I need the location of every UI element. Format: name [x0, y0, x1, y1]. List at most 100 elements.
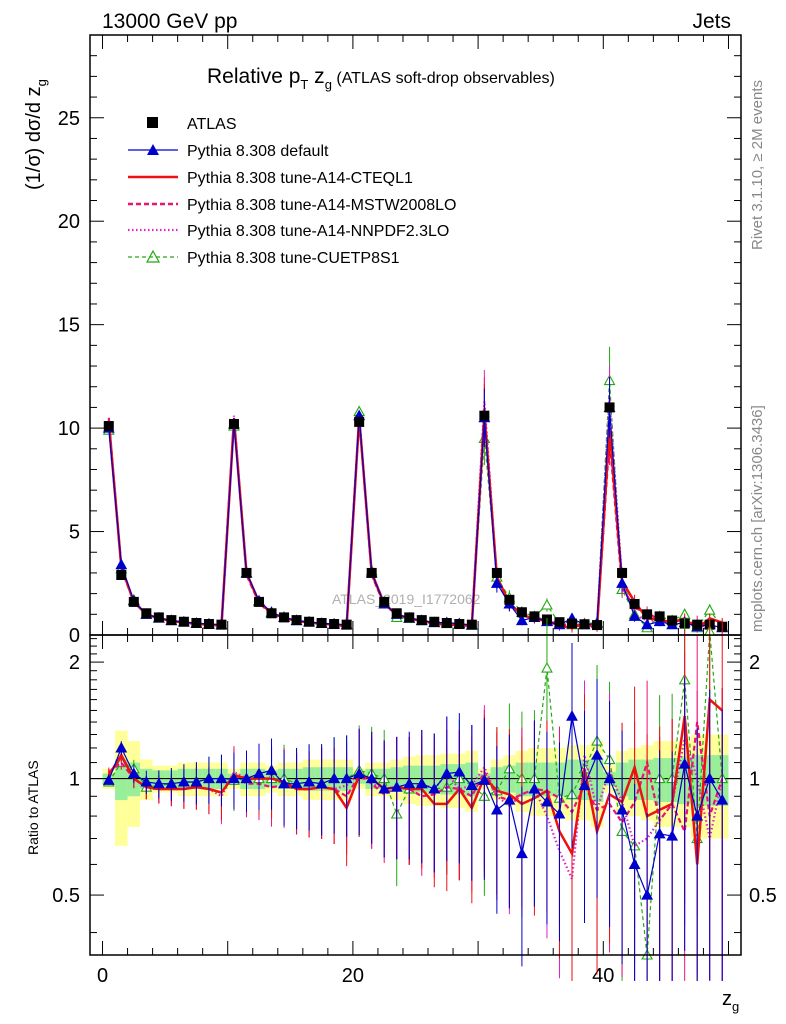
plot-title-pre: Relative p	[207, 65, 300, 88]
x-axis-label: zg	[722, 988, 739, 1014]
ratio-marker-default	[127, 767, 140, 779]
atlas-point	[366, 567, 377, 578]
ratio-marker-default	[328, 772, 341, 784]
plot-title: Relative pT zg (ATLAS soft-drop observab…	[207, 65, 555, 92]
ratio-marker-default	[628, 858, 641, 869]
ratio-marker-default	[691, 809, 704, 821]
ratio-marker-default	[228, 772, 240, 784]
legend-marker-atlas	[147, 117, 158, 128]
atlas-point	[466, 619, 477, 630]
atlas-point	[404, 612, 415, 623]
atlas-point	[416, 615, 427, 626]
atlas-point	[216, 619, 227, 630]
ratio-y-tick-label-right: 1	[749, 769, 760, 791]
legend-label-nnpdf: Pythia 8.308 tune-A14-NNPDF2.3LO	[187, 223, 449, 240]
main-marker-default	[641, 618, 654, 630]
ratio-marker-default	[415, 777, 428, 789]
atlas-point	[441, 618, 452, 628]
ratio-marker-default	[515, 847, 528, 859]
y-axis-label-ratio: Ratio to ATLAS	[25, 760, 41, 855]
ratio-marker-default	[653, 827, 666, 839]
ratio-marker-default	[278, 777, 290, 789]
ratio-marker-default	[566, 710, 578, 721]
atlas-point	[178, 616, 189, 627]
ratio-marker-default	[541, 795, 553, 807]
atlas-point	[266, 608, 277, 619]
y-tick-label: 25	[58, 108, 80, 130]
atlas-point	[379, 596, 390, 607]
rivet-version-label: Rivet 3.1.10, ≥ 2M events	[749, 80, 766, 250]
atlas-point	[103, 421, 114, 432]
atlas-point	[329, 619, 340, 630]
watermark: ATLAS_2019_I1772062	[332, 591, 481, 607]
ratio-band-green	[115, 759, 128, 801]
atlas-point	[529, 611, 540, 622]
atlas-point	[254, 596, 265, 607]
ratio-marker-default	[428, 782, 441, 794]
ratio-marker-default	[591, 748, 603, 760]
ratio-marker-default	[390, 781, 403, 792]
atlas-point	[654, 611, 665, 622]
atlas-point	[504, 594, 515, 605]
ratio-marker-default	[703, 772, 716, 784]
ratio-marker-default	[365, 772, 378, 784]
ratio-line-nnpdf	[107, 738, 724, 884]
legend-marker-cuetp8s1	[145, 249, 161, 263]
y-tick-label: 10	[58, 418, 80, 440]
ratio-marker-default	[465, 779, 478, 790]
ratio-marker-default	[603, 772, 616, 784]
y-tick-label: 20	[58, 211, 80, 233]
ratio-marker-default	[528, 782, 541, 794]
legend-label-default: Pythia 8.308 default	[187, 143, 329, 160]
x-axis-label-sub: g	[732, 999, 739, 1014]
ratio-series-nnpdf	[107, 652, 724, 981]
atlas-point	[141, 608, 152, 619]
atlas-point	[203, 619, 214, 630]
ratio-line-cteql1	[107, 697, 724, 865]
y-axis-label-main: (1/σ) dσ/d zg	[23, 79, 49, 190]
ratio-marker-default	[666, 830, 679, 841]
plot-title-sub1: T	[300, 77, 308, 92]
main-series-cuetp8s1	[102, 346, 729, 633]
ratio-marker-default	[253, 767, 265, 779]
plot-title-post: (ATLAS soft-drop observables)	[332, 70, 555, 87]
ratio-series-default	[102, 643, 729, 981]
ratio-marker-default	[115, 741, 128, 753]
ratio-marker-default	[152, 777, 165, 789]
main-marker-default	[515, 614, 528, 626]
ratio-marker-default	[303, 775, 316, 787]
ratio-marker-default	[490, 803, 503, 815]
x-tick-label: 0	[97, 965, 108, 987]
atlas-point	[341, 619, 352, 630]
ratio-y-tick-label-right: 2	[749, 652, 760, 674]
legend: ATLAS Pythia 8.308 default Pythia 8.308 …	[128, 116, 456, 267]
ratio-marker-default	[202, 772, 215, 784]
ratio-marker-default	[641, 888, 654, 900]
atlas-point	[516, 607, 527, 618]
plot-title-sub2: g	[325, 77, 332, 92]
ratio-marker-default	[616, 803, 629, 815]
main-marker-cuetp8s1	[703, 604, 716, 615]
atlas-point	[128, 596, 139, 607]
main-marker-default	[115, 558, 128, 570]
ratio-marker-default	[290, 777, 303, 789]
ratio-marker-default	[215, 772, 228, 784]
ratio-marker-default	[716, 793, 729, 805]
ratio-marker-default	[165, 777, 178, 789]
y-axis-label-main-sub: g	[34, 79, 49, 86]
ratio-marker-cuetp8s1	[541, 661, 553, 673]
main-marker-default	[490, 577, 503, 588]
main-marker-cuetp8s1	[541, 598, 553, 610]
ratio-marker-default	[678, 757, 691, 769]
atlas-point	[617, 567, 628, 578]
plot-title-mid: z	[308, 65, 324, 88]
ratio-marker-default	[190, 775, 203, 787]
atlas-point	[391, 608, 402, 619]
atlas-point	[228, 418, 239, 429]
atlas-point	[604, 402, 615, 413]
ratio-marker-default	[503, 793, 516, 805]
mcplots-site-label: mcplots.cern.ch [arXiv:1306.3436]	[749, 405, 766, 632]
ratio-marker-default	[553, 807, 566, 819]
header-process: Jets	[692, 10, 731, 33]
atlas-point	[454, 619, 465, 630]
